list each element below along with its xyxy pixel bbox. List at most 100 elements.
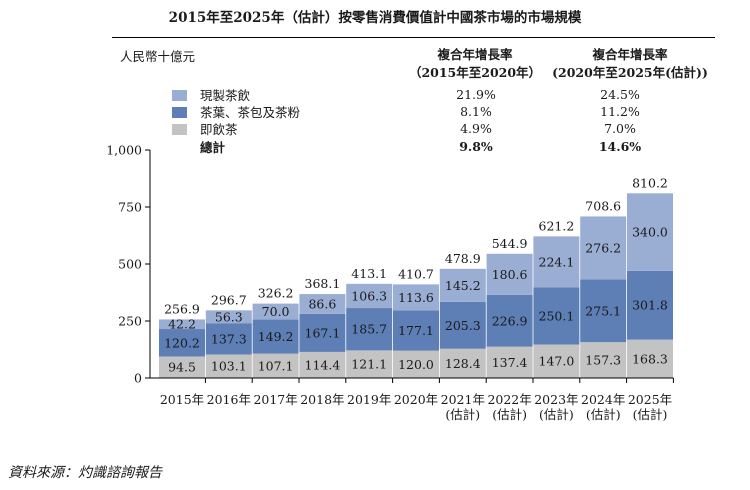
cagr-header-line1: 複合年增長率 (437, 47, 513, 62)
total-label: 326.2 (258, 286, 294, 301)
data-label: 137.3 (211, 331, 247, 346)
data-label: 301.8 (632, 298, 668, 313)
total-label: 621.2 (539, 218, 575, 233)
bar-segment (627, 339, 673, 378)
y-tick-label: 250 (118, 314, 142, 329)
total-label: 708.6 (585, 198, 621, 213)
chart-title: 2015年至2025年（估計）按零售消費價值計中國茶市場的市場規模 (168, 10, 582, 26)
y-tick-label: 500 (118, 257, 142, 272)
total-label: 296.7 (211, 292, 247, 307)
x-tick-label: 2025年 (628, 392, 672, 407)
cagr-value: 7.0% (604, 121, 636, 136)
data-label: 114.4 (305, 357, 341, 372)
bar-segment (346, 283, 393, 309)
cagr-header-line2: （2015年至2020年） (408, 65, 542, 80)
cagr-value: 11.2% (600, 104, 640, 119)
data-label: 250.1 (539, 308, 575, 323)
bar-segment (159, 319, 205, 330)
data-label: 113.6 (398, 290, 434, 305)
x-tick-label: 2017年 (253, 392, 297, 407)
legend-swatch (172, 107, 187, 118)
x-tick-label: (估計) (586, 407, 621, 422)
data-label: 145.2 (445, 278, 481, 293)
cagr-value-total: 9.8% (459, 139, 493, 154)
data-label: 107.1 (258, 358, 294, 373)
data-label: 276.2 (585, 240, 621, 255)
bar-segment (486, 253, 533, 295)
bar-segment (159, 356, 205, 378)
total-label: 256.9 (164, 301, 200, 316)
x-tick-label: (估計) (445, 407, 480, 422)
cagr-header-line2: (2020年至2025年(估計)) (552, 65, 708, 80)
data-label: 185.7 (351, 322, 387, 337)
bar-segment (393, 284, 439, 311)
bar-segment (439, 301, 486, 349)
bar-segment (205, 354, 252, 378)
bar-segment (533, 344, 580, 378)
data-label: 121.1 (351, 357, 387, 372)
data-label: 157.3 (585, 353, 621, 368)
y-tick-label: 750 (118, 200, 142, 215)
x-tick-label: 2015年 (160, 392, 204, 407)
data-label: 275.1 (585, 303, 621, 318)
data-label: 103.1 (211, 359, 247, 374)
cagr-value: 21.9% (456, 87, 496, 102)
cagr-value: 4.9% (460, 121, 492, 136)
data-label: 149.2 (258, 329, 294, 344)
data-label: 86.6 (308, 296, 336, 311)
x-tick-label: 2022年 (487, 392, 531, 407)
cagr-header-2015-2020: 複合年增長率 （2015年至2020年） (405, 46, 545, 82)
bar-segment (627, 193, 673, 271)
total-label: 810.2 (632, 175, 668, 190)
bar-segment (580, 216, 627, 280)
bar-segment (205, 323, 252, 355)
legend-label: 即飲茶 (200, 122, 238, 137)
legend-swatch (172, 90, 187, 101)
cagr-header-line1: 複合年增長率 (592, 47, 668, 62)
data-label: 177.1 (398, 323, 434, 338)
data-label: 205.3 (445, 318, 481, 333)
total-label: 544.9 (492, 236, 528, 251)
source-note: 資料來源：灼識諮詢報告 (8, 465, 162, 481)
bar-segment (580, 342, 627, 378)
title-divider (112, 37, 715, 38)
legend-swatch (172, 124, 187, 135)
y-tick-label: 0 (134, 371, 142, 386)
data-label: 106.3 (351, 288, 387, 303)
bar-segment (159, 329, 205, 357)
x-tick-label: (估計) (633, 407, 668, 422)
bar-segment (346, 350, 393, 378)
bar-segment (252, 319, 299, 354)
bar-segment (205, 310, 252, 324)
cagr-value: 24.5% (600, 87, 640, 102)
x-tick-label: 2023年 (534, 392, 578, 407)
x-tick-label: 2019年 (347, 392, 391, 407)
cagr-value: 8.1% (460, 104, 492, 119)
legend-label: 現製茶飲 (200, 88, 251, 103)
data-label: 70.0 (262, 304, 290, 319)
bar-segment (439, 268, 486, 302)
data-label: 340.0 (632, 225, 668, 240)
data-label: 168.3 (632, 351, 668, 366)
x-tick-label: 2016年 (207, 392, 251, 407)
x-tick-label: 2024年 (581, 392, 625, 407)
total-label: 478.9 (445, 251, 481, 266)
x-tick-label: 2021年 (441, 392, 485, 407)
bar-segment (486, 294, 533, 347)
total-label: 413.1 (351, 266, 387, 281)
x-tick-label: 2020年 (394, 392, 438, 407)
data-label: 137.4 (492, 355, 528, 370)
total-label: 410.7 (398, 266, 434, 281)
bar-segment (393, 350, 439, 378)
x-tick-label: (估計) (492, 407, 527, 422)
x-tick-label: 2018年 (300, 392, 344, 407)
data-label: 128.4 (445, 356, 481, 371)
bar-segment (533, 236, 580, 288)
y-tick-label: 1,000 (106, 143, 142, 158)
bar-segment (346, 308, 393, 351)
bar-segment (580, 279, 627, 343)
cagr-value-total: 14.6% (598, 139, 642, 154)
legend-label: 茶葉、茶包及茶粉 (200, 105, 301, 120)
data-label: 167.1 (305, 325, 341, 340)
bar-segment (627, 270, 673, 340)
